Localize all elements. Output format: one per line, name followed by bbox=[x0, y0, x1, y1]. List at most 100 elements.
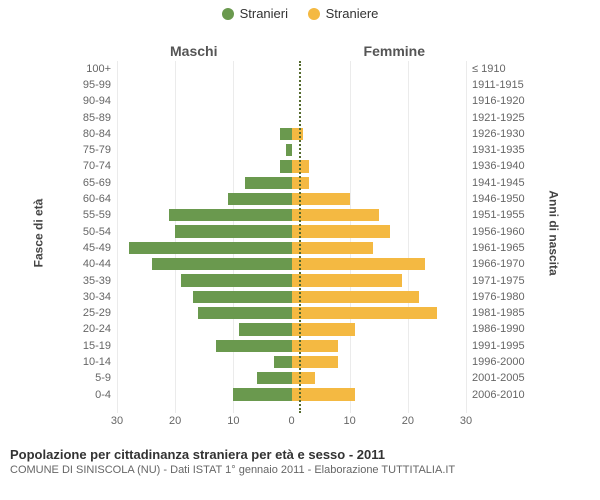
female-bar bbox=[292, 388, 356, 400]
bar-pair bbox=[117, 191, 466, 207]
age-label: 25-29 bbox=[65, 307, 117, 319]
bar-pair bbox=[117, 207, 466, 223]
pyramid-row: 35-39 1971-1975 bbox=[65, 272, 530, 288]
male-bar bbox=[228, 193, 292, 205]
male-bar bbox=[280, 160, 292, 172]
female-bar bbox=[292, 242, 373, 254]
pyramid-row: 30-34 1976-1980 bbox=[65, 289, 530, 305]
birth-year-label: 1986-1990 bbox=[466, 323, 530, 335]
x-tick: 30 bbox=[111, 415, 123, 427]
male-bar bbox=[280, 128, 292, 140]
bar-pair bbox=[117, 354, 466, 370]
bar-pair bbox=[117, 321, 466, 337]
legend-male-label: Stranieri bbox=[240, 6, 288, 21]
birth-year-label: 1976-1980 bbox=[466, 291, 530, 303]
age-label: 80-84 bbox=[65, 128, 117, 140]
birth-year-label: 1931-1935 bbox=[466, 144, 530, 156]
female-bar bbox=[292, 307, 437, 319]
pyramid-row: 100+≤ 1910 bbox=[65, 61, 530, 77]
pyramid-row: 65-691941-1945 bbox=[65, 175, 530, 191]
birth-year-label: 1991-1995 bbox=[466, 340, 530, 352]
birth-year-label: 2001-2005 bbox=[466, 372, 530, 384]
male-bar bbox=[129, 242, 292, 254]
male-bar bbox=[216, 340, 292, 352]
birth-year-label: 1951-1955 bbox=[466, 209, 530, 221]
chart-title: Popolazione per cittadinanza straniera p… bbox=[10, 447, 590, 462]
pyramid-row: 90-941916-1920 bbox=[65, 93, 530, 109]
birth-year-label: 1941-1945 bbox=[466, 177, 530, 189]
birth-year-label: 1916-1920 bbox=[466, 95, 530, 107]
male-bar bbox=[233, 388, 291, 400]
bar-pair bbox=[117, 338, 466, 354]
pyramid-row: 15-19 1991-1995 bbox=[65, 338, 530, 354]
bar-pair bbox=[117, 272, 466, 288]
x-axis-ticks: 3020100102030 bbox=[117, 415, 466, 431]
pyramid-row: 5-9 2001-2005 bbox=[65, 370, 530, 386]
female-bar bbox=[292, 258, 426, 270]
center-divider bbox=[299, 61, 301, 413]
age-label: 30-34 bbox=[65, 291, 117, 303]
age-label: 45-49 bbox=[65, 242, 117, 254]
x-tick: 20 bbox=[169, 415, 181, 427]
birth-year-label: 1971-1975 bbox=[466, 275, 530, 287]
bar-pair bbox=[117, 126, 466, 142]
age-label: 5-9 bbox=[65, 372, 117, 384]
age-label: 60-64 bbox=[65, 193, 117, 205]
bar-pair bbox=[117, 386, 466, 402]
male-bar bbox=[193, 291, 292, 303]
male-bar bbox=[169, 209, 291, 221]
legend-male: Stranieri bbox=[222, 6, 288, 21]
legend-female-label: Straniere bbox=[326, 6, 379, 21]
pyramid-row: 50-54 1956-1960 bbox=[65, 223, 530, 239]
female-bar bbox=[292, 291, 420, 303]
female-bar bbox=[292, 323, 356, 335]
age-label: 15-19 bbox=[65, 340, 117, 352]
bar-pair bbox=[117, 109, 466, 125]
birth-year-label: 1981-1985 bbox=[466, 307, 530, 319]
age-label: 0-4 bbox=[65, 389, 117, 401]
male-bar bbox=[257, 372, 292, 384]
male-bar bbox=[175, 225, 291, 237]
x-axis: 3020100102030 bbox=[65, 415, 530, 431]
female-bar bbox=[292, 274, 403, 286]
age-label: 20-24 bbox=[65, 323, 117, 335]
age-label: 95-99 bbox=[65, 79, 117, 91]
pyramid-row: 45-491961-1965 bbox=[65, 240, 530, 256]
age-label: 40-44 bbox=[65, 258, 117, 270]
pyramid-row: 0-4 2006-2010 bbox=[65, 386, 530, 402]
x-tick: 0 bbox=[288, 415, 294, 427]
age-label: 75-79 bbox=[65, 144, 117, 156]
bar-pair bbox=[117, 93, 466, 109]
legend: Stranieri Straniere bbox=[0, 0, 600, 23]
bar-pair bbox=[117, 305, 466, 321]
x-tick: 10 bbox=[344, 415, 356, 427]
male-bar bbox=[152, 258, 292, 270]
pyramid-row: 40-44 1966-1970 bbox=[65, 256, 530, 272]
swatch-icon bbox=[308, 8, 320, 20]
female-bar bbox=[292, 128, 304, 140]
bar-pair bbox=[117, 223, 466, 239]
birth-year-label: 1966-1970 bbox=[466, 258, 530, 270]
age-label: 85-89 bbox=[65, 112, 117, 124]
birth-year-label: 1996-2000 bbox=[466, 356, 530, 368]
swatch-icon bbox=[222, 8, 234, 20]
age-label: 50-54 bbox=[65, 226, 117, 238]
female-bar bbox=[292, 209, 379, 221]
age-label: 35-39 bbox=[65, 275, 117, 287]
pyramid-row: 20-24 1986-1990 bbox=[65, 321, 530, 337]
chart-subtitle: COMUNE DI SINISCOLA (NU) - Dati ISTAT 1°… bbox=[10, 464, 590, 476]
bar-pair bbox=[117, 370, 466, 386]
bar-pair bbox=[117, 175, 466, 191]
birth-year-label: 2006-2010 bbox=[466, 389, 530, 401]
y-axis-left-label: Fasce di età bbox=[31, 198, 45, 267]
male-bar bbox=[181, 274, 292, 286]
pyramid-row: 80-841926-1930 bbox=[65, 126, 530, 142]
birth-year-label: 1956-1960 bbox=[466, 226, 530, 238]
bar-pair bbox=[117, 289, 466, 305]
chart: Maschi Femmine Fasce di età Anni di nasc… bbox=[0, 23, 600, 443]
age-label: 55-59 bbox=[65, 209, 117, 221]
side-title-female: Femmine bbox=[364, 43, 425, 59]
pyramid-row: 10-141996-2000 bbox=[65, 354, 530, 370]
age-label: 100+ bbox=[65, 63, 117, 75]
female-bar bbox=[292, 225, 391, 237]
